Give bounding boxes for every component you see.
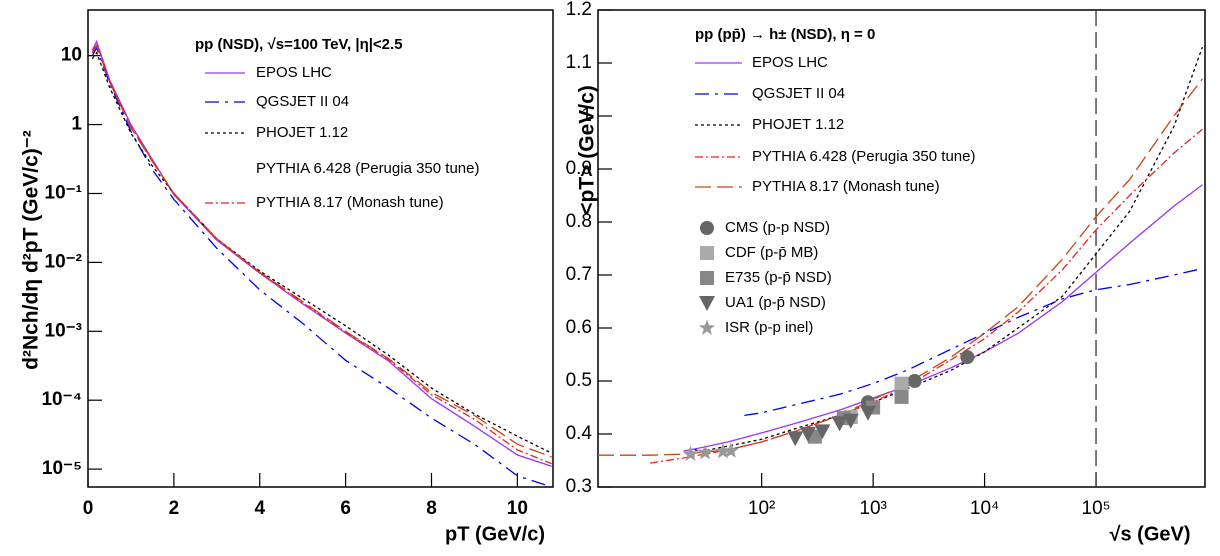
plot-area — [91, 39, 552, 487]
y-tick-label: 0.8 — [566, 211, 592, 232]
legend-marker — [699, 296, 715, 311]
legend-label: UA1 (p-p̄ NSD) — [725, 294, 826, 311]
y-axis-label: d²Nch/dη d²pT (GeV/c)⁻² — [20, 130, 43, 370]
data-point — [682, 445, 699, 461]
legend-label: QGSJET II 04 — [752, 85, 845, 102]
legend-label: CMS (p-p NSD) — [725, 219, 830, 236]
y-tick-label: 1.1 — [566, 52, 592, 73]
legend-label: EPOS LHC — [256, 64, 332, 81]
x-tick-label: 10² — [748, 498, 775, 519]
y-tick-label: 0.9 — [566, 158, 592, 179]
y-tick-label: 1.2 — [566, 0, 592, 20]
series-line — [91, 51, 552, 454]
data-point — [799, 427, 816, 442]
y-tick-label: 0.4 — [566, 423, 593, 444]
legend-marker — [700, 246, 714, 260]
data-point — [814, 424, 831, 440]
series-line — [91, 44, 552, 458]
legend-label: ISR (p-p inel) — [725, 319, 813, 336]
y-tick-label: 0.7 — [566, 264, 592, 285]
y-tick-label: 10⁻⁵ — [42, 458, 82, 479]
legend-label: PHOJET 1.12 — [752, 116, 844, 133]
series-line — [694, 46, 1204, 452]
data-point — [960, 350, 975, 365]
legend-label: PYTHIA 8.17 (Monash tune) — [752, 178, 940, 195]
x-tick-label: 10³ — [859, 498, 886, 519]
y-tick-label: 0.6 — [566, 317, 592, 338]
data-point — [696, 444, 714, 460]
y-tick-label: 10⁻¹ — [45, 182, 83, 203]
data-point — [842, 413, 859, 429]
data-point — [907, 374, 922, 388]
x-tick-label: 8 — [426, 498, 437, 519]
legend-label: CDF (p-p̄ MB) — [725, 244, 818, 261]
legend-label: E735 (p-p̄ NSD) — [725, 269, 832, 286]
x-tick-label: 10⁵ — [1082, 498, 1111, 519]
legend-label: EPOS LHC — [752, 54, 828, 71]
y-tick-label: 10⁻⁴ — [41, 389, 82, 410]
x-axis-label: √s (GeV) — [1110, 523, 1191, 545]
y-tick-label: 10⁻³ — [45, 320, 83, 341]
plot-area — [598, 10, 1204, 487]
y-tick-label: 1 — [71, 114, 82, 135]
x-tick-label: 10⁴ — [970, 498, 999, 519]
data-point — [894, 389, 909, 404]
x-tick-label: 6 — [340, 498, 351, 519]
series-line — [91, 41, 552, 465]
x-tick-label: 4 — [254, 498, 265, 519]
y-tick-label: 10 — [61, 45, 82, 66]
legend-marker — [698, 319, 716, 335]
series-line — [91, 46, 552, 487]
x-tick-label: 2 — [169, 498, 180, 519]
x-tick-label: 10 — [507, 498, 528, 519]
legend-label: PYTHIA 6.428 (Perugia 350 tune) — [256, 160, 479, 177]
legend-label: PYTHIA 6.428 (Perugia 350 tune) — [752, 148, 975, 165]
y-tick-label: 10⁻² — [45, 251, 83, 272]
y-axis-label: <pT> (GeV/c) — [576, 85, 599, 215]
plot-frame — [597, 9, 1206, 488]
x-tick-label: 0 — [83, 498, 94, 519]
legend-title: pp (NSD), √s=100 TeV, |η|<2.5 — [195, 36, 403, 53]
y-tick-label: 0.5 — [566, 370, 592, 391]
data-point — [860, 405, 877, 421]
data-point — [714, 443, 732, 459]
data-point — [831, 416, 848, 432]
series-line — [744, 267, 1203, 417]
legend-label: QGSJET II 04 — [256, 93, 349, 110]
plot-frame — [87, 9, 554, 488]
series-line — [683, 184, 1203, 452]
legend-title: pp (pp̄) → h± (NSD), η = 0 — [695, 26, 875, 43]
x-axis-label: pT (GeV/c) — [445, 523, 545, 545]
data-point — [894, 376, 909, 391]
data-point — [787, 431, 804, 447]
data-point — [722, 442, 739, 458]
y-tick-label: 1 — [581, 105, 592, 126]
legend-marker — [700, 271, 714, 285]
legend-label: PHOJET 1.12 — [256, 124, 348, 141]
legend-marker — [700, 221, 714, 235]
legend-label: PYTHIA 8.17 (Monash tune) — [256, 194, 444, 211]
y-tick-label: 0.3 — [566, 476, 592, 497]
